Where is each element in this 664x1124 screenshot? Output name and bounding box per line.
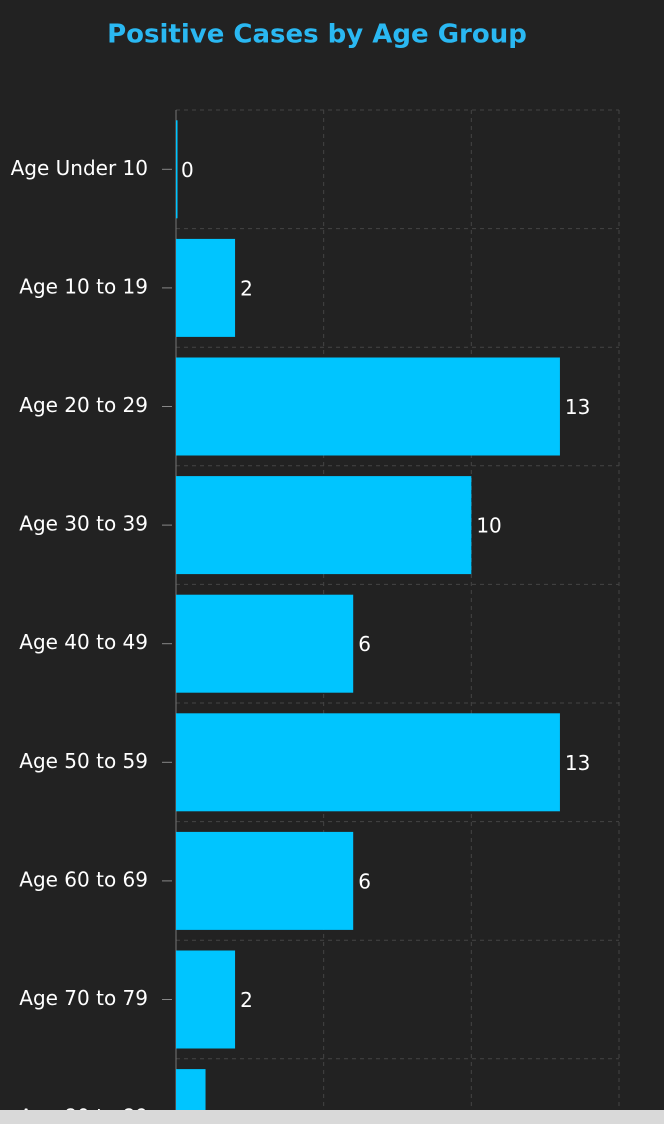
bar [176, 950, 236, 1049]
y-tick-label: Age 20 to 29 [19, 393, 148, 417]
bar [176, 120, 178, 219]
value-label: 10 [476, 514, 501, 538]
y-tick-label: Age 10 to 19 [19, 274, 148, 298]
y-tick-label: Age Under 10 [11, 156, 148, 180]
y-tick-label: Age 50 to 59 [19, 749, 148, 773]
value-label: 2 [240, 276, 253, 300]
y-tick-label: Age 30 to 39 [19, 512, 148, 536]
value-label: 1 [211, 1107, 224, 1110]
value-label: 6 [358, 869, 371, 893]
bar [176, 713, 560, 812]
bar [176, 238, 236, 337]
value-label: 13 [565, 395, 590, 419]
y-tick-label: Age 70 to 79 [19, 986, 148, 1010]
chart-title: Positive Cases by Age Group [107, 20, 527, 50]
bar [176, 357, 560, 456]
y-tick-label: Age 80 to 89 [19, 1105, 148, 1110]
value-label: 13 [565, 751, 590, 775]
value-label: 0 [181, 158, 194, 182]
bar [176, 476, 472, 575]
value-label: 2 [240, 988, 253, 1012]
y-tick-label: Age 40 to 49 [19, 630, 148, 654]
y-tick-label: Age 60 to 69 [19, 867, 148, 891]
bar [176, 594, 354, 693]
value-label: 6 [358, 632, 371, 656]
bar [176, 1069, 206, 1110]
bar [176, 831, 354, 930]
bottom-bar [0, 1110, 664, 1124]
